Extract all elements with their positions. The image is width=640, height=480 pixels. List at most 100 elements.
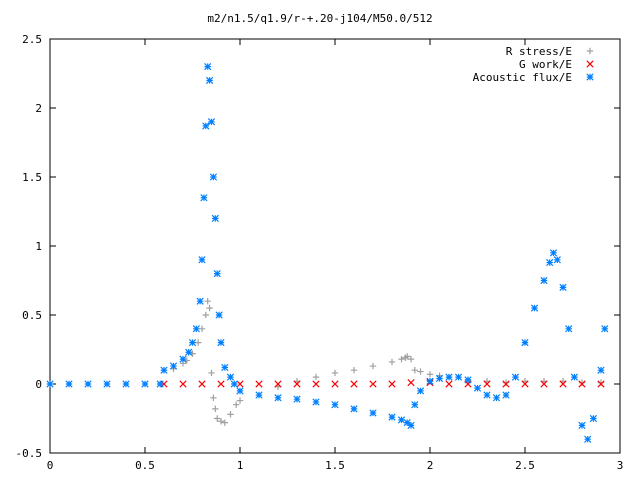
data-point: [426, 377, 434, 385]
legend-label: Acoustic flux/E: [473, 71, 572, 84]
legend-label: G work/E: [519, 58, 572, 71]
data-point: [195, 339, 202, 346]
data-point: [221, 363, 229, 372]
data-point: [417, 368, 424, 375]
data-point: [198, 325, 206, 332]
data-point: [217, 380, 225, 388]
data-point: [188, 338, 197, 347]
data-point: [204, 62, 212, 71]
data-point: [212, 405, 219, 413]
axes: 0 0.5 1 1.5 2 2.5 3 -0.5 0 0.5 1 1.5 2 2.5: [16, 33, 624, 472]
data-point: [597, 380, 605, 388]
data-point: [205, 76, 214, 85]
data-point: [160, 366, 168, 374]
data-point: [435, 374, 444, 383]
data-point: [521, 380, 529, 388]
data-point: [226, 373, 235, 381]
data-point: [274, 380, 282, 388]
data-point: [369, 409, 377, 417]
data-point: [584, 435, 592, 443]
data-point: [445, 380, 453, 388]
data-point: [350, 405, 358, 413]
y-tick-label: 2: [35, 102, 42, 115]
data-point: [233, 401, 240, 408]
data-point: [156, 380, 164, 388]
data-point: [122, 380, 130, 388]
x-tick-label: 3: [617, 459, 624, 472]
data-point: [312, 373, 320, 381]
x-tick-label: 2.5: [515, 459, 535, 472]
data-point: [312, 398, 320, 406]
data-point: [540, 276, 548, 285]
data-point: [483, 391, 491, 399]
x-tick-label: 2: [427, 459, 434, 472]
data-point: [473, 384, 482, 392]
x-tick-label: 1: [237, 459, 244, 472]
y-tick-label: 1.5: [22, 171, 42, 184]
data-point: [589, 414, 598, 423]
data-point: [46, 380, 54, 388]
data-point: [502, 380, 510, 388]
data-point: [407, 378, 415, 387]
data-point: [397, 416, 406, 424]
data-point: [312, 380, 320, 388]
data-point: [227, 411, 234, 418]
plot-area: [46, 62, 609, 443]
data-point: [578, 421, 586, 430]
data-point: [331, 369, 339, 377]
data-point: [388, 413, 396, 421]
data-point: [213, 269, 221, 278]
data-point: [215, 311, 223, 319]
data-point: [236, 380, 244, 388]
data-point: [530, 304, 539, 312]
data-point: [407, 355, 415, 363]
data-point: [196, 297, 204, 305]
data-point: [553, 256, 561, 264]
data-point: [255, 380, 263, 388]
data-point: [578, 380, 586, 388]
data-point: [208, 369, 215, 377]
data-point: [549, 249, 558, 257]
data-point: [546, 258, 554, 267]
y-tick-label: 1: [35, 240, 42, 253]
y-tick-label: 0.5: [22, 309, 42, 322]
data-point: [511, 373, 520, 381]
data-point: [565, 325, 573, 333]
data-point: [211, 214, 219, 223]
data-point: [236, 387, 244, 395]
data-point: [198, 256, 206, 264]
data-point: [210, 394, 217, 401]
data-point: [214, 415, 221, 422]
data-point: [331, 380, 339, 388]
data-point: [209, 173, 218, 181]
data-point: [179, 380, 187, 388]
data-point: [274, 394, 282, 402]
data-point: [404, 353, 411, 360]
data-point: [221, 419, 228, 426]
data-point: [293, 380, 301, 388]
y-tick-label: -0.5: [16, 447, 43, 460]
legend-marker: [586, 60, 594, 68]
data-point: [65, 380, 73, 388]
data-point: [179, 355, 187, 363]
series-1: [160, 378, 605, 388]
legend-marker: [586, 47, 594, 55]
data-point: [200, 194, 208, 202]
data-point: [202, 311, 209, 319]
data-point: [426, 371, 434, 378]
data-point: [84, 380, 92, 388]
data-point: [369, 362, 377, 370]
legend-label: R stress/E: [506, 45, 572, 58]
data-point: [411, 401, 419, 409]
data-point: [206, 304, 213, 312]
data-point: [204, 298, 211, 305]
data-point: [559, 380, 567, 388]
data-point: [217, 418, 225, 425]
data-point: [202, 122, 210, 130]
data-point: [169, 362, 178, 370]
x-tick-label: 1.5: [325, 459, 345, 472]
data-point: [502, 391, 510, 399]
series-2: [46, 62, 609, 443]
